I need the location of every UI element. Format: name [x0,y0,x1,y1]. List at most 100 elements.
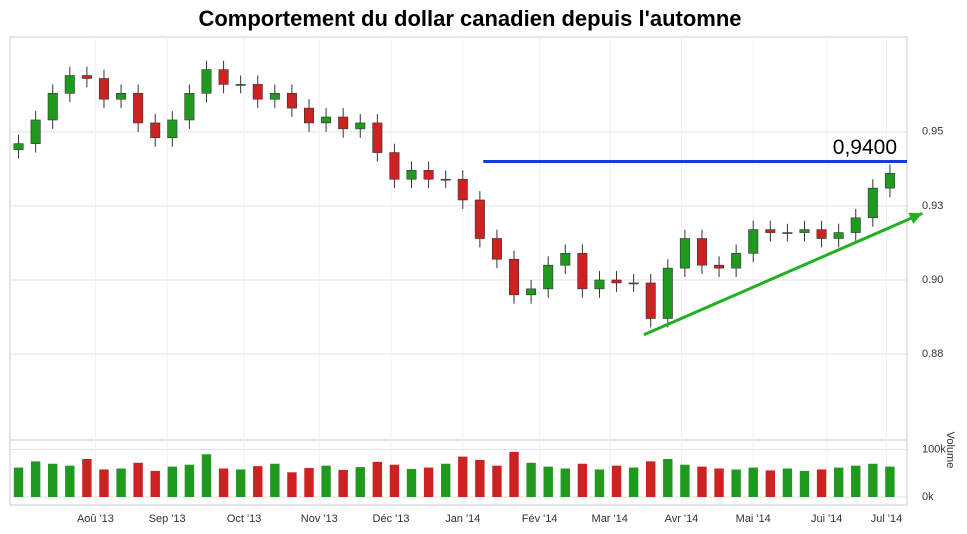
candle-body [116,93,127,100]
candle-body [81,75,92,79]
volume-bar [48,463,58,497]
plot-frame [9,36,908,506]
volume-bar [287,472,297,497]
volume-bar [65,465,75,497]
candle-body [184,93,195,121]
candle-body [645,282,656,319]
candle-body [440,178,451,181]
volume-bar [406,468,417,497]
candle-body [679,238,690,269]
candle-body [321,116,332,124]
volume-bar [218,468,229,497]
volume-bar [492,465,502,497]
candle-body [150,122,161,139]
candle-body [748,229,759,254]
candle-body [286,93,297,109]
volume-bar [868,463,878,497]
candle-body [474,199,485,239]
volume-bar [458,456,468,497]
y-tick-label: 0.88 [922,348,943,360]
x-tick-label: Aoû '13 [77,513,114,525]
candle-body [30,119,41,144]
candle-body [304,107,314,124]
candle-body [201,69,212,94]
volume-bar [628,467,639,497]
volume-bar [167,466,178,497]
volume-bar [253,466,263,497]
y-tick-label: 0.93 [922,200,943,212]
candle-body [167,119,178,139]
volume-bar [509,451,519,497]
volume-bar [594,469,605,497]
y-tick-label: 0.95 [922,126,943,138]
volume-bar [13,467,24,497]
candle-body [372,122,383,153]
candle-body [355,122,366,130]
candle-body [47,93,58,121]
volume-bar [30,461,41,497]
chart-title: Comportement du dollar canadien depuis l… [198,6,741,31]
trend-line [643,211,923,337]
x-tick-label: Nov '13 [301,513,338,525]
candle-body [731,253,742,269]
x-tick-label: Jul '14 [871,513,902,525]
volume-bar [270,463,280,497]
volume-bar [116,468,126,497]
candle-body [98,78,109,100]
candle-body [782,232,793,234]
volume-bar [235,469,246,497]
trend-arrowhead [908,212,923,224]
candle-body [543,264,554,290]
candle-body [799,229,810,233]
candle-body [235,84,246,86]
candle-body [662,267,673,319]
volume-bar [611,465,622,497]
volume-bar [389,464,400,497]
volume-bar [543,466,553,497]
volume-bar [714,468,724,497]
candle-body [457,178,468,201]
level-label: 0,9400 [833,136,897,159]
x-tick-label: Mar '14 [592,513,628,525]
candle-body [218,69,229,85]
volume-bar [663,459,673,497]
volume-bar [731,469,741,497]
candle-body [509,258,520,296]
y2-tick-label: 0k [922,491,934,503]
volume-bar [833,467,844,497]
volume-bar [816,469,827,497]
volume-bar [577,463,588,497]
volume-bar [765,470,776,497]
volume-bar [133,462,143,497]
volume-bar [851,465,861,497]
volume-bar [782,468,793,497]
volume-bar [526,462,536,497]
volume-bar [304,468,314,497]
candle-body [64,75,75,94]
candle-body [611,279,622,284]
candle-body [491,238,502,260]
volume-bar [799,470,810,497]
candle-body [696,238,707,266]
candle-body [252,84,263,100]
volume-bar [748,467,758,497]
x-tick-label: Jan '14 [445,513,480,525]
candle-body [389,152,400,180]
x-tick-label: Oct '13 [227,513,262,525]
volume-bar [646,461,656,497]
candle-body [765,229,776,233]
volume-bar [338,469,348,497]
candle-body [816,229,827,239]
candle-body [133,93,144,124]
volume-bar [82,459,92,497]
volume-bar [321,465,331,497]
x-tick-label: Sep '13 [149,513,186,525]
candle-body [13,143,24,150]
volume-bar [184,464,195,497]
volume-bar [372,461,383,497]
candle-body [884,173,895,189]
volume-bar [99,469,109,497]
x-tick-label: Mai '14 [736,513,771,525]
volume-bar [423,467,434,497]
